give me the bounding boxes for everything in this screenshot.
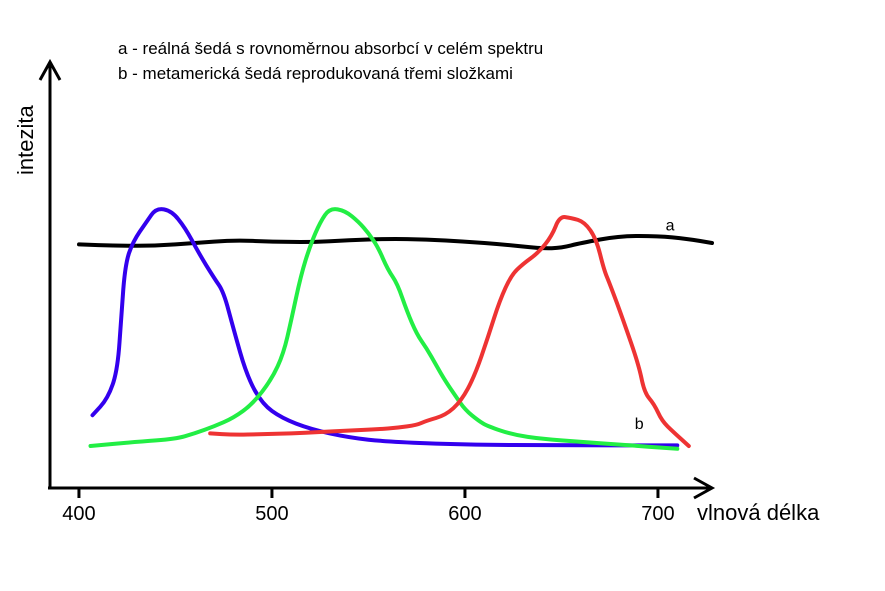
curve-green xyxy=(88,207,680,451)
curve-a xyxy=(77,234,714,251)
x-tick-label-700: 700 xyxy=(641,503,674,525)
x-axis-arrow xyxy=(693,476,716,500)
series-label-b: b xyxy=(635,416,644,433)
y-axis-title: intezita xyxy=(13,105,38,175)
x-ticks: 400 500 600 700 xyxy=(62,488,675,525)
legend-entry-b: b - metamerická šedá reprodukovaná třemi… xyxy=(118,64,513,83)
y-axis-arrow xyxy=(38,58,62,81)
x-tick-label-500: 500 xyxy=(255,503,288,525)
curves xyxy=(77,207,714,451)
legend-entry-a: a - reálná šedá s rovnoměrnou absorbcí v… xyxy=(118,39,543,58)
x-tick-label-600: 600 xyxy=(448,503,481,525)
curve-red xyxy=(208,215,691,448)
x-axis-title: vlnová délka xyxy=(697,500,820,525)
series-label-a: a xyxy=(666,217,675,234)
curve-blue xyxy=(90,207,680,448)
x-tick-label-400: 400 xyxy=(62,503,95,525)
series-labels: ab xyxy=(635,217,675,433)
